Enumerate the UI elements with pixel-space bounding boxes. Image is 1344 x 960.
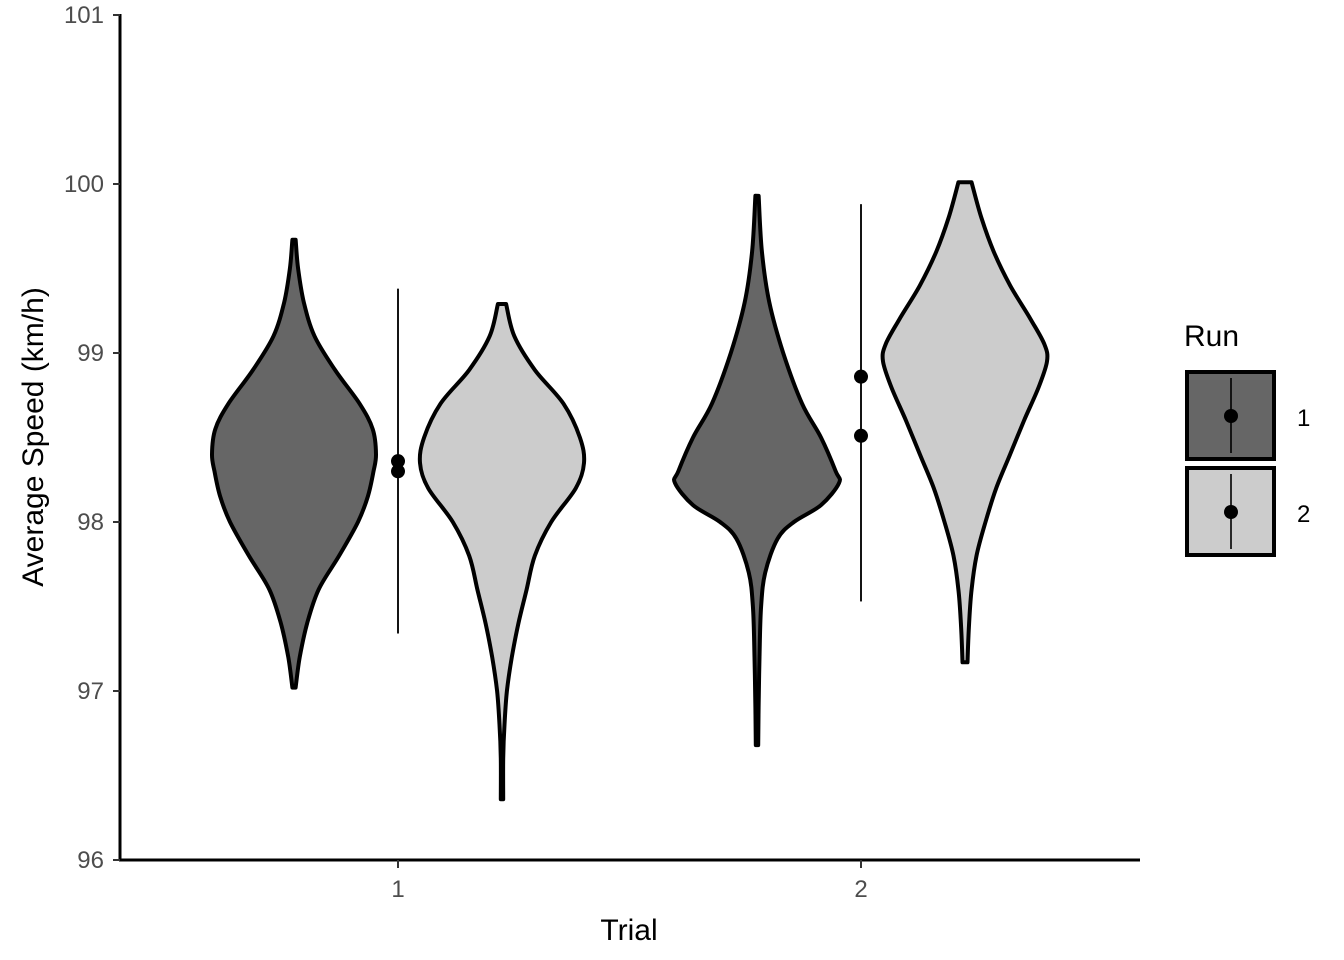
mean-point-run2-trial2	[854, 369, 868, 384]
summary-layer	[391, 204, 868, 634]
y-axis-ticks: 96 97 98 99 100 101	[64, 2, 120, 874]
mean-point-run2-trial1	[391, 454, 405, 469]
y-tick-label: 101	[64, 2, 104, 29]
y-axis-title: Average Speed (km/h)	[17, 287, 50, 587]
legend-key-point	[1224, 409, 1238, 423]
violin-layer	[209, 180, 1050, 802]
legend: Run 1 2	[1184, 320, 1310, 557]
violin-run2-trial2	[880, 180, 1050, 665]
legend-label: 1	[1297, 405, 1310, 432]
x-axis-title: Trial	[600, 914, 657, 947]
legend-title: Run	[1184, 320, 1239, 353]
y-tick-label: 100	[64, 171, 104, 198]
violin-run1-trial1	[209, 237, 379, 690]
y-tick-label: 99	[77, 340, 104, 367]
x-tick-label: 1	[391, 876, 404, 903]
legend-label: 2	[1297, 501, 1310, 528]
violin-run2-trial1	[417, 301, 587, 802]
legend-key-point	[1224, 505, 1238, 519]
x-tick-label: 2	[854, 876, 867, 903]
y-tick-label: 98	[77, 509, 104, 536]
y-tick-label: 97	[77, 678, 104, 705]
violin-run1-trial2	[672, 193, 842, 748]
y-tick-label: 96	[77, 847, 104, 874]
